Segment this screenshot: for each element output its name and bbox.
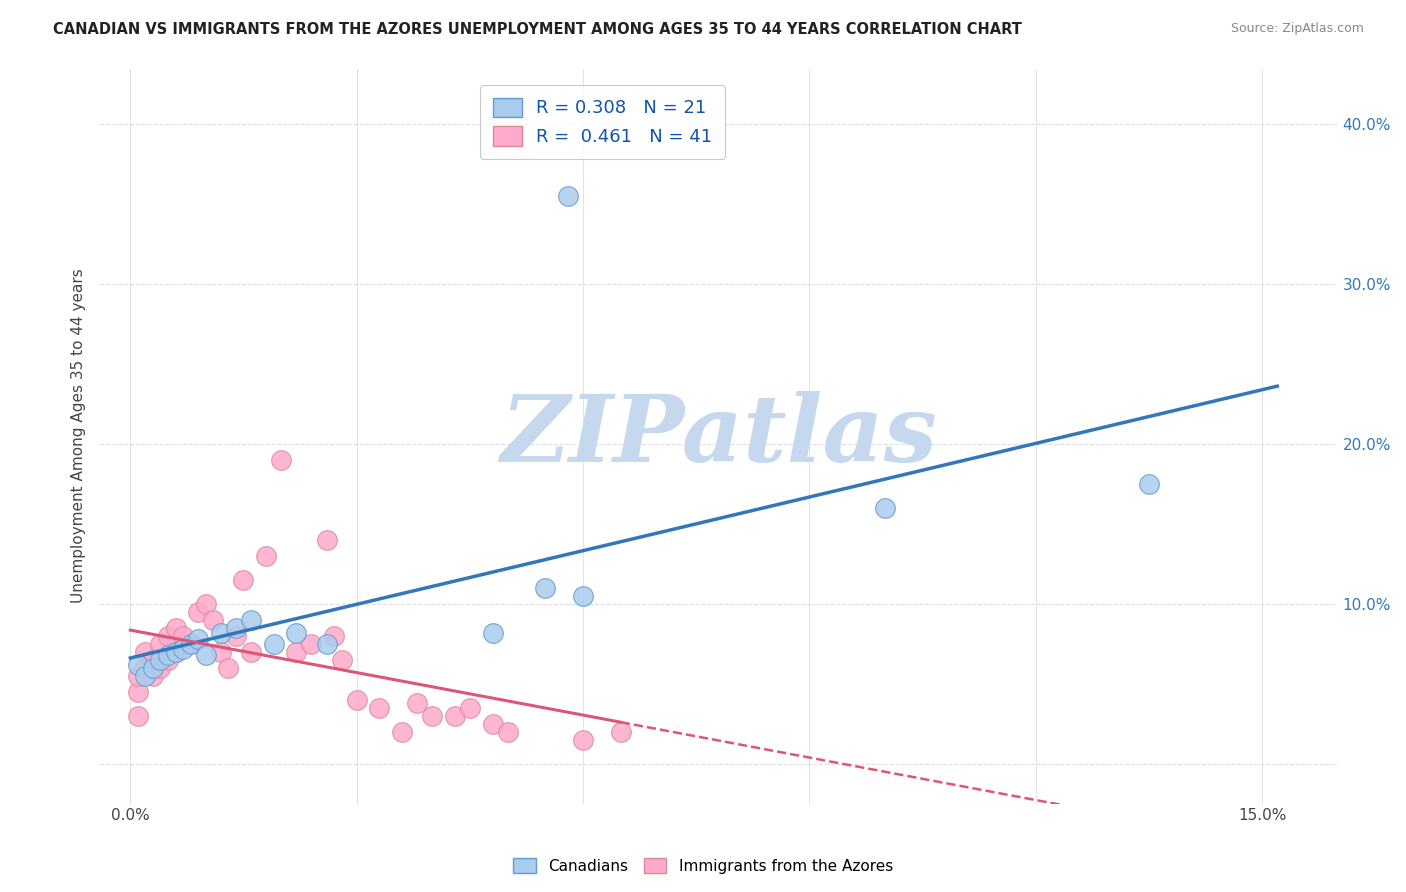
Point <box>194 648 217 662</box>
Point <box>202 613 225 627</box>
Point <box>254 549 277 563</box>
Point <box>330 653 353 667</box>
Point <box>391 724 413 739</box>
Point <box>315 637 337 651</box>
Point <box>225 629 247 643</box>
Y-axis label: Unemployment Among Ages 35 to 44 years: Unemployment Among Ages 35 to 44 years <box>72 268 86 604</box>
Point <box>368 700 391 714</box>
Point <box>142 661 165 675</box>
Point <box>134 669 156 683</box>
Point <box>443 708 465 723</box>
Point <box>194 597 217 611</box>
Point <box>165 645 187 659</box>
Legend: R = 0.308   N = 21, R =  0.461   N = 41: R = 0.308 N = 21, R = 0.461 N = 41 <box>481 85 725 159</box>
Point <box>610 724 633 739</box>
Point <box>149 637 172 651</box>
Point <box>127 657 149 672</box>
Point <box>165 645 187 659</box>
Point <box>232 573 254 587</box>
Point <box>496 724 519 739</box>
Point <box>481 716 503 731</box>
Point <box>873 500 896 515</box>
Point <box>165 621 187 635</box>
Point <box>420 708 443 723</box>
Point <box>157 629 180 643</box>
Point <box>187 632 209 646</box>
Point <box>534 581 557 595</box>
Point <box>270 453 292 467</box>
Point <box>572 589 595 603</box>
Point <box>127 708 149 723</box>
Point <box>180 637 202 651</box>
Point <box>299 637 322 651</box>
Point <box>217 661 239 675</box>
Point <box>263 637 285 651</box>
Point <box>285 645 308 659</box>
Text: Source: ZipAtlas.com: Source: ZipAtlas.com <box>1230 22 1364 36</box>
Point <box>1137 477 1160 491</box>
Point <box>323 629 346 643</box>
Point <box>134 661 156 675</box>
Point <box>572 732 595 747</box>
Point <box>458 700 481 714</box>
Point <box>149 661 172 675</box>
Point <box>157 653 180 667</box>
Point <box>180 637 202 651</box>
Point <box>172 641 194 656</box>
Point <box>209 645 232 659</box>
Point <box>142 653 165 667</box>
Point <box>406 696 429 710</box>
Point <box>172 629 194 643</box>
Point <box>157 648 180 662</box>
Point <box>142 669 165 683</box>
Point <box>225 621 247 635</box>
Legend: Canadians, Immigrants from the Azores: Canadians, Immigrants from the Azores <box>508 852 898 880</box>
Point <box>240 613 263 627</box>
Point <box>481 625 503 640</box>
Point <box>557 189 579 203</box>
Text: CANADIAN VS IMMIGRANTS FROM THE AZORES UNEMPLOYMENT AMONG AGES 35 TO 44 YEARS CO: CANADIAN VS IMMIGRANTS FROM THE AZORES U… <box>53 22 1022 37</box>
Point <box>127 685 149 699</box>
Point <box>127 669 149 683</box>
Point <box>149 653 172 667</box>
Point <box>346 692 368 706</box>
Point <box>187 605 209 619</box>
Point <box>285 625 308 640</box>
Point <box>315 533 337 547</box>
Point <box>134 645 156 659</box>
Point <box>240 645 263 659</box>
Text: ZIPatlas: ZIPatlas <box>501 391 938 481</box>
Point <box>209 625 232 640</box>
